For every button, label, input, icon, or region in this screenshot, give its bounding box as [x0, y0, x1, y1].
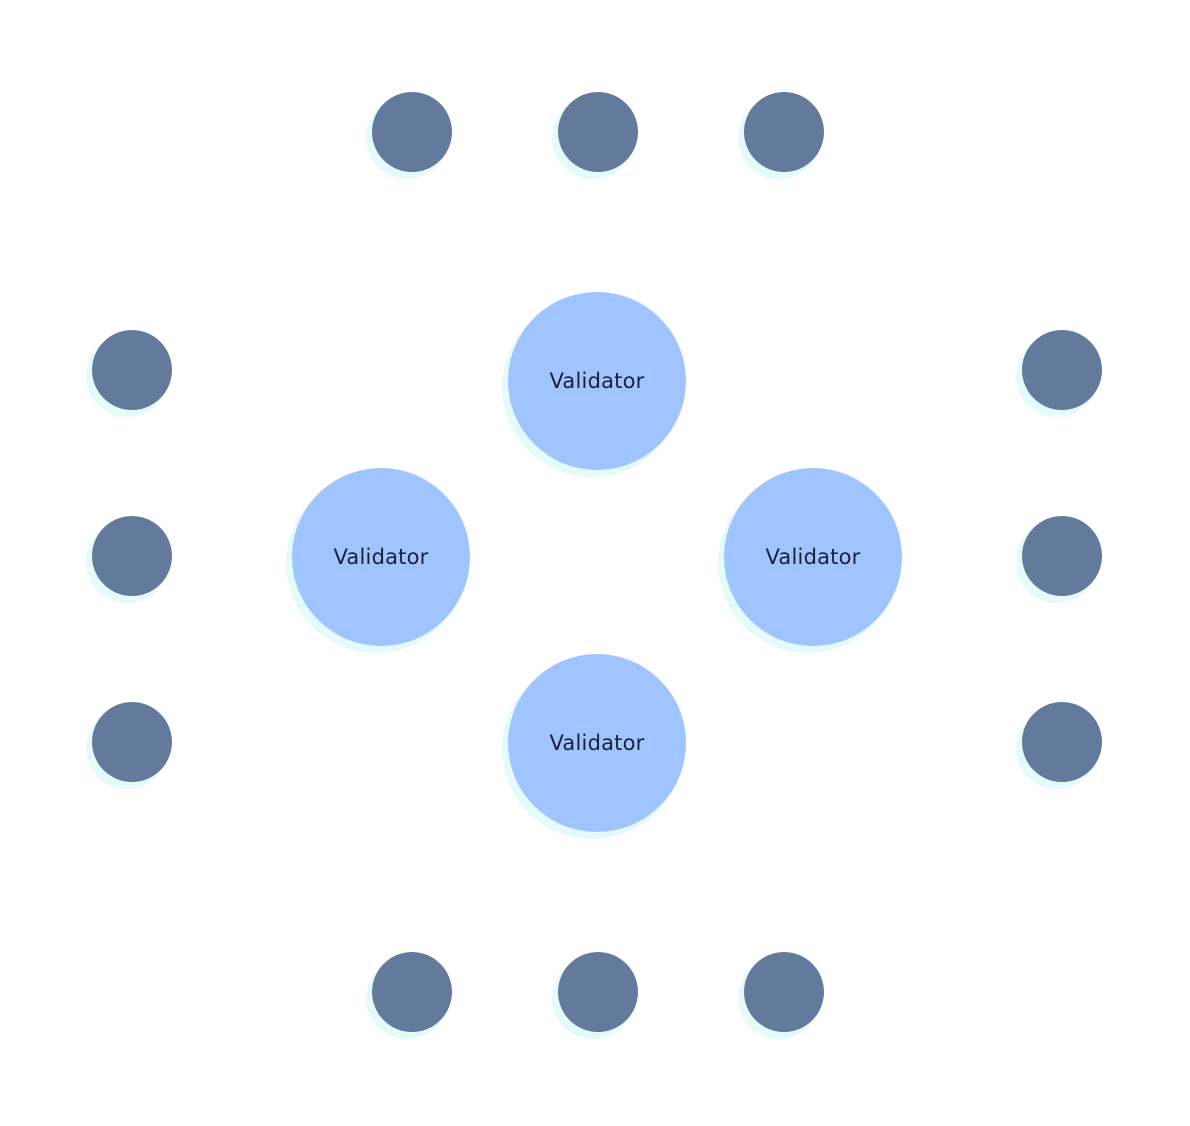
peer-node-bottom-3 — [744, 952, 824, 1032]
peer-node-bottom-2 — [558, 952, 638, 1032]
peer-node-top-1 — [372, 92, 452, 172]
peer-node-right-1 — [1022, 330, 1102, 410]
validator-label: Validator — [549, 731, 645, 755]
peer-node-right-2 — [1022, 516, 1102, 596]
peer-node-left-3 — [92, 702, 172, 782]
validator-node-top: Validator — [508, 292, 686, 470]
validator-label: Validator — [549, 369, 645, 393]
validator-label: Validator — [333, 545, 429, 569]
peer-node-top-3 — [744, 92, 824, 172]
peer-node-right-3 — [1022, 702, 1102, 782]
peer-node-left-1 — [92, 330, 172, 410]
validator-label: Validator — [765, 545, 861, 569]
validator-node-bottom: Validator — [508, 654, 686, 832]
peer-node-bottom-1 — [372, 952, 452, 1032]
validator-node-left: Validator — [292, 468, 470, 646]
peer-node-left-2 — [92, 516, 172, 596]
peer-node-top-2 — [558, 92, 638, 172]
validator-node-right: Validator — [724, 468, 902, 646]
